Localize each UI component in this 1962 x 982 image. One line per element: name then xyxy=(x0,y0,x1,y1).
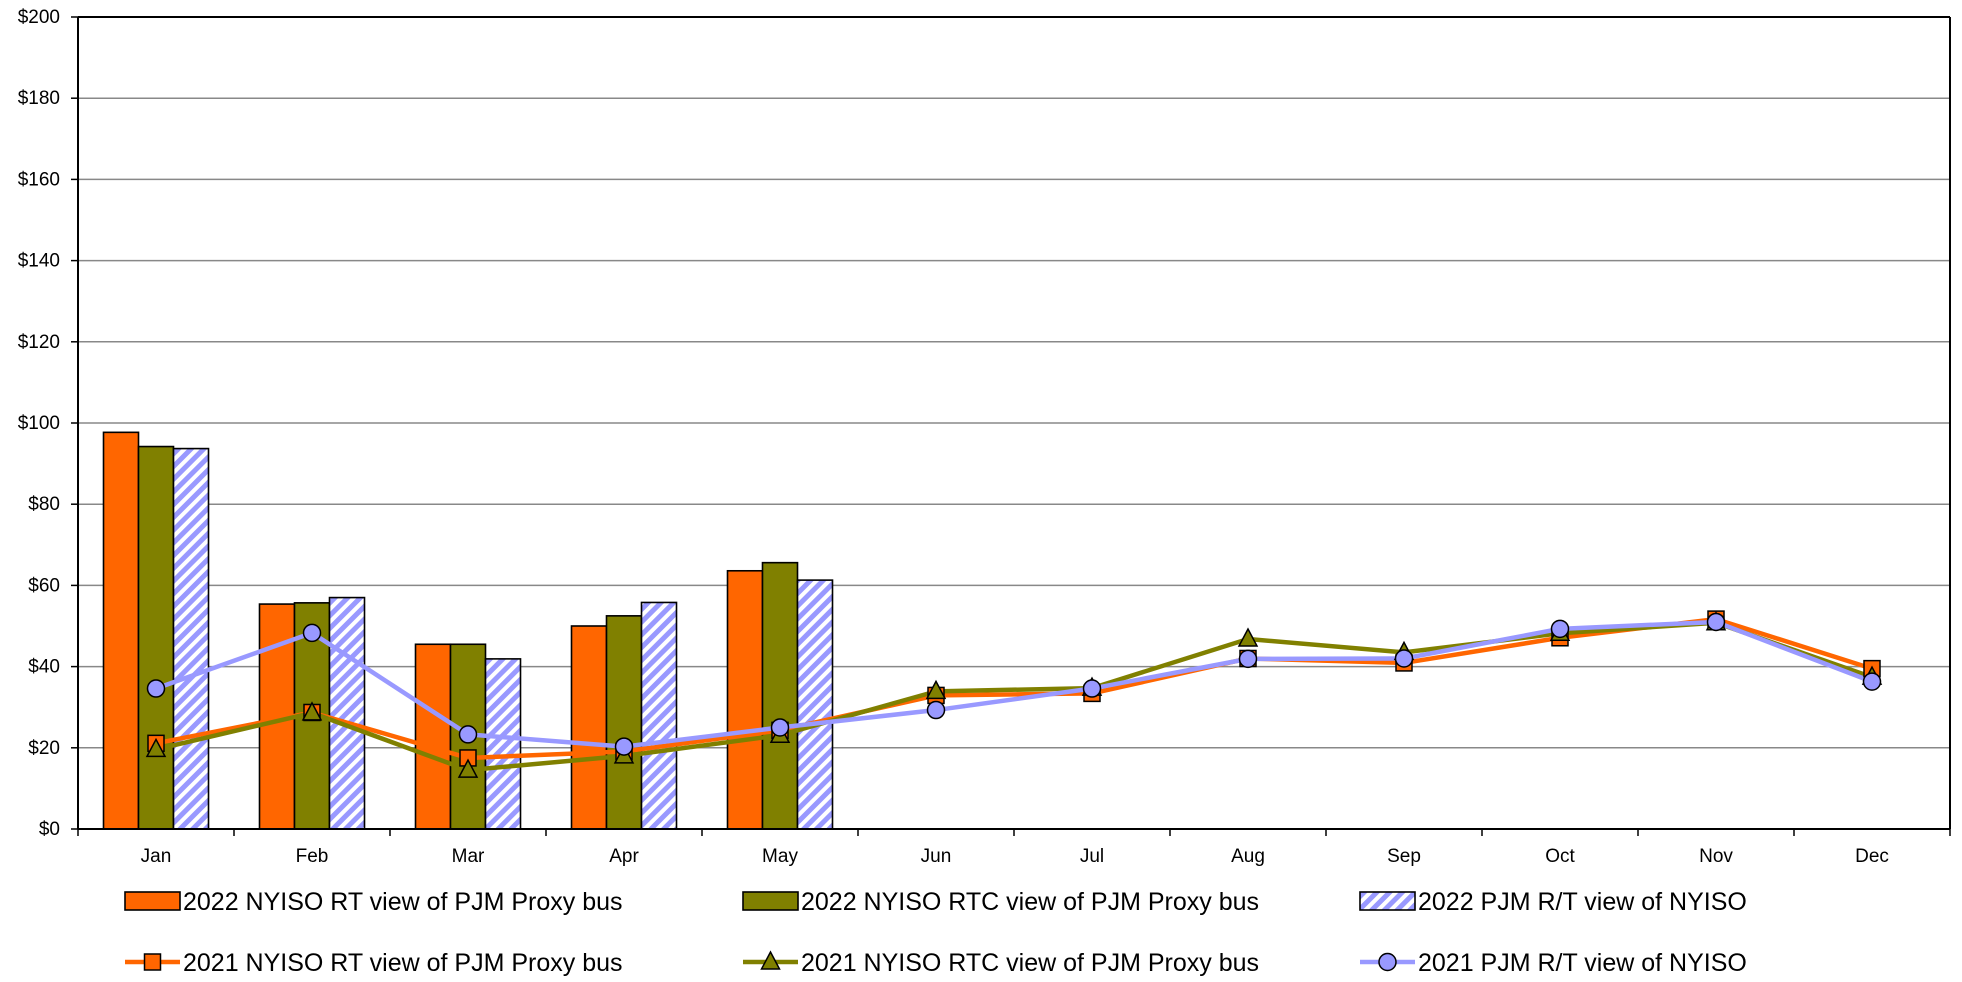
series-line xyxy=(155,616,1873,761)
line-point xyxy=(926,700,946,720)
series-line xyxy=(155,620,1873,773)
bar xyxy=(414,643,452,830)
line-point xyxy=(457,758,479,778)
line-point xyxy=(614,737,634,756)
legend-label: 2021 PJM R/T view of NYISO xyxy=(1418,949,1747,977)
legend-label: 2022 PJM R/T view of NYISO xyxy=(1418,888,1747,916)
legend-label: 2021 NYISO RTC view of PJM Proxy bus xyxy=(801,949,1259,977)
line-point xyxy=(143,953,162,971)
line-point xyxy=(760,950,781,970)
line-point xyxy=(1550,619,1570,639)
legend-label: 2022 NYISO RT view of PJM Proxy bus xyxy=(183,888,623,916)
bar xyxy=(761,561,799,830)
lines-layer xyxy=(145,610,1883,778)
y-tick-label: $180 xyxy=(18,88,60,109)
y-tick-label: $100 xyxy=(18,413,60,434)
bar xyxy=(102,431,140,830)
line-point xyxy=(925,679,947,700)
bar xyxy=(640,601,678,830)
bar xyxy=(726,569,764,830)
bar xyxy=(137,445,175,830)
legend-label: 2021 NYISO RT view of PJM Proxy bus xyxy=(183,949,623,977)
line-point xyxy=(1238,649,1258,669)
legend-label: 2022 NYISO RTC view of PJM Proxy bus xyxy=(801,888,1259,916)
x-tick-label: Dec xyxy=(1855,846,1889,867)
bar xyxy=(172,447,210,830)
series-line xyxy=(155,619,1873,749)
line-point xyxy=(1237,627,1259,647)
x-tick-label: Feb xyxy=(296,846,329,867)
bar xyxy=(605,615,643,830)
x-tick-label: Aug xyxy=(1231,846,1265,867)
legend-swatch xyxy=(1359,891,1416,911)
bar xyxy=(484,658,522,830)
y-tick-label: $0 xyxy=(39,819,60,840)
x-tick-label: Mar xyxy=(452,846,485,867)
x-tick-label: Nov xyxy=(1699,846,1733,867)
bar xyxy=(796,579,834,830)
line-point xyxy=(302,623,322,643)
bar xyxy=(570,625,608,830)
line-point xyxy=(146,679,166,698)
y-tick-label: $140 xyxy=(18,251,60,272)
line-point xyxy=(1394,649,1414,668)
legend-swatch xyxy=(742,891,799,911)
x-tick-label: Sep xyxy=(1387,846,1421,867)
y-tick-label: $40 xyxy=(28,657,60,678)
line-point xyxy=(458,725,478,744)
legend-swatch xyxy=(124,891,181,911)
y-tick-label: $60 xyxy=(28,575,60,596)
x-tick-label: May xyxy=(762,846,798,867)
x-tick-label: Jun xyxy=(921,846,952,867)
x-tick-label: Apr xyxy=(609,846,639,867)
x-tick-label: Oct xyxy=(1545,846,1575,867)
line-point xyxy=(145,737,167,758)
line-point xyxy=(770,718,790,737)
line-point xyxy=(1862,672,1882,691)
y-tick-label: $80 xyxy=(28,494,60,515)
x-tick-label: Jan xyxy=(141,846,172,867)
axes-layer: $0 $20 $40 $60 $80 $100 $120 $140 $160 $180 $200 Ja… xyxy=(18,7,1951,867)
legend-layer: 2022 NYISO RT view of PJM Proxy bus 2022 … xyxy=(124,888,1747,977)
bar xyxy=(328,596,366,830)
line-point xyxy=(1378,952,1397,972)
y-tick-label: $200 xyxy=(18,7,60,28)
line-point xyxy=(1082,679,1102,698)
line-point xyxy=(301,701,323,721)
y-tick-label: $20 xyxy=(28,738,60,759)
x-tick-label: Jul xyxy=(1080,846,1104,867)
y-tick-label: $120 xyxy=(18,332,60,353)
y-tick-label: $160 xyxy=(18,169,60,190)
line-point xyxy=(1706,612,1726,632)
